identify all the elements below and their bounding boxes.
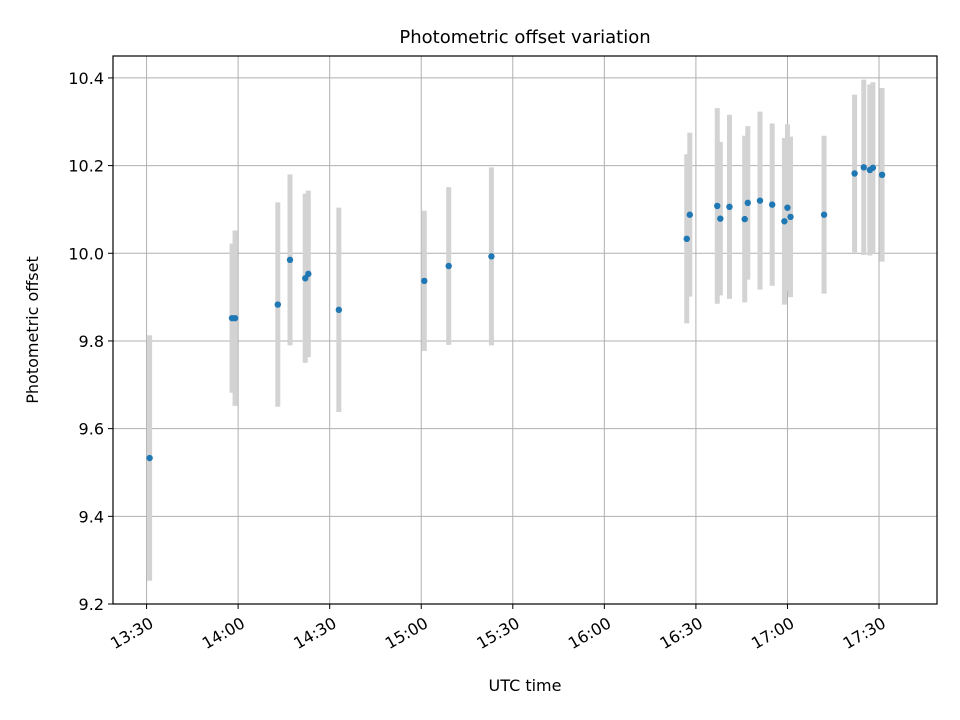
y-tick-label: 10.4 [68, 69, 104, 88]
x-tick-label: 17:00 [748, 613, 797, 653]
plot-frame [112, 55, 938, 605]
data-point [714, 202, 721, 210]
y-axis-label: Photometric offset [23, 256, 42, 404]
y-tick-label: 9.4 [79, 507, 104, 526]
data-point [686, 211, 693, 218]
data-point [335, 306, 343, 314]
data-point [784, 204, 791, 211]
data-point [274, 301, 281, 308]
data-point [820, 211, 828, 218]
x-tick-label: 14:30 [290, 613, 339, 653]
x-tick-label: 14:00 [199, 613, 248, 653]
data-point [146, 454, 153, 462]
x-tick-label: 13:30 [107, 613, 156, 653]
error-bars [147, 79, 885, 581]
x-tick-label: 15:30 [473, 613, 522, 653]
y-tick-label: 10.2 [68, 157, 104, 176]
data-points [146, 164, 886, 462]
data-point [717, 215, 724, 222]
data-point [744, 199, 751, 207]
x-axis-ticks: 13:30 14:00 14:30 15:00 15:30 16:00 16:30 17:00… [107, 604, 889, 653]
data-point [445, 262, 452, 270]
data-point [286, 256, 294, 264]
data-point [860, 164, 867, 171]
x-tick-label: 17:30 [840, 613, 889, 653]
data-point [781, 218, 788, 225]
data-point [421, 277, 428, 285]
data-point [878, 171, 886, 179]
data-point [756, 197, 764, 204]
y-tick-label: 9.2 [79, 595, 104, 614]
data-point [726, 203, 733, 211]
y-tick-label: 10.0 [68, 244, 104, 263]
data-point [787, 213, 794, 221]
data-point [231, 314, 239, 322]
data-point [851, 170, 858, 177]
data-point [488, 253, 495, 260]
chart-title: Photometric offset variation [399, 27, 650, 48]
data-point [741, 215, 748, 223]
data-point [683, 235, 690, 243]
x-tick-label: 15:00 [382, 613, 431, 653]
y-axis-ticks: 9.2 9.4 9.6 9.8 10.0 10.2 10.4 [68, 69, 113, 614]
x-tick-label: 16:00 [565, 613, 614, 653]
data-point [769, 201, 776, 208]
grid [113, 56, 937, 605]
y-tick-label: 9.6 [79, 420, 104, 439]
data-point [305, 270, 312, 278]
x-tick-label: 16:30 [656, 613, 705, 653]
x-axis-label: UTC time [489, 676, 562, 695]
y-tick-label: 9.8 [79, 332, 104, 351]
data-point [869, 164, 877, 171]
